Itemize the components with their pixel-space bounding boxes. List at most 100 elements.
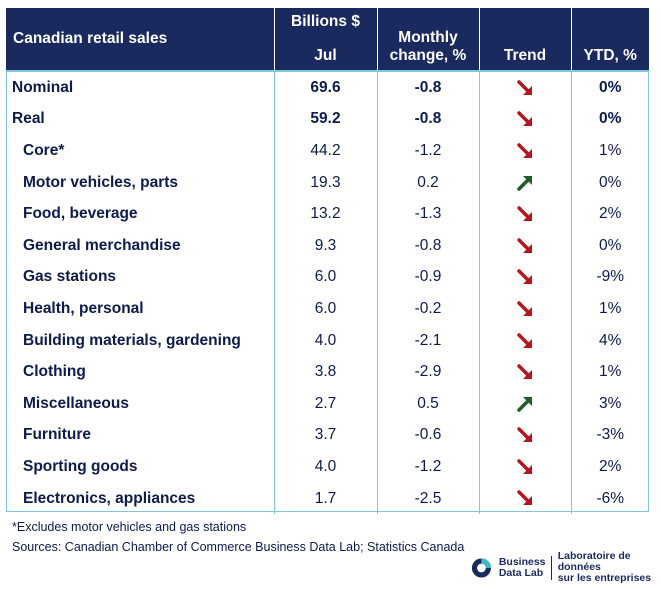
row-monthly-change: -2.5 — [377, 482, 480, 515]
row-billions: 6.0 — [274, 261, 378, 294]
header-trend: Trend — [479, 8, 572, 71]
row-ytd: 2% — [599, 205, 622, 223]
row-billions: 3.7 — [274, 419, 378, 452]
trend-down-arrow-icon — [517, 332, 532, 348]
row-billions: 9.3 — [274, 229, 378, 262]
table-row: Gas stations 6.0 -0.9 -9% — [6, 261, 649, 294]
row-billions: 4.0 — [274, 451, 378, 483]
header-monthly-change: Monthly change, % — [377, 8, 480, 71]
table-row: Building materials, gardening 4.0 -2.1 4% — [6, 324, 649, 357]
notes: *Excludes motor vehicles and gas station… — [12, 517, 464, 557]
row-label: General merchandise — [6, 229, 275, 262]
table-row: Miscellaneous 2.7 0.5 3% — [6, 387, 649, 420]
row-monthly-change: -2.1 — [377, 324, 480, 357]
row-billions: 44.2 — [274, 135, 378, 167]
header-ytd: YTD, % — [571, 8, 649, 71]
row-monthly-change: -0.6 — [377, 419, 480, 452]
row-label: Building materials, gardening — [6, 324, 275, 357]
row-billions: 3.8 — [274, 356, 378, 388]
row-trend — [479, 135, 572, 167]
row-ytd: 2% — [599, 457, 622, 475]
row-billions: 19.3 — [274, 166, 378, 199]
row-trend — [479, 198, 572, 230]
row-label: Electronics, appliances — [6, 482, 275, 515]
row-label: Core* — [6, 135, 275, 167]
trend-down-arrow-icon — [517, 490, 532, 506]
row-billions: 2.7 — [274, 387, 378, 420]
row-label: Food, beverage — [6, 198, 275, 230]
row-label: Nominal — [6, 70, 275, 104]
header-monthly-bottom: change, % — [389, 47, 467, 64]
logo-divider — [550, 555, 552, 580]
row-ytd: -6% — [596, 489, 625, 507]
header-monthly-top: Monthly — [398, 29, 458, 46]
table-row: Real 59.2 -0.8 0% — [6, 103, 649, 136]
row-ytd: -3% — [596, 426, 625, 444]
trend-down-arrow-icon — [517, 364, 532, 380]
logo-text-en: Business Data Lab — [498, 555, 546, 579]
trend-down-arrow-icon — [517, 143, 532, 158]
row-monthly-change: -1.2 — [377, 451, 480, 483]
table-row: Core* 44.2 -1.2 1% — [6, 135, 649, 167]
row-billions: 6.0 — [274, 293, 378, 325]
trend-down-arrow-icon — [517, 206, 532, 222]
row-ytd: -9% — [596, 268, 625, 286]
row-label: Sporting goods — [6, 451, 275, 483]
business-data-lab-logo: Business Data Lab Laboratoire de données… — [471, 551, 661, 584]
sources: Sources: Canadian Chamber of Commerce Bu… — [12, 540, 465, 554]
row-ytd: 0% — [571, 70, 649, 104]
row-trend — [479, 387, 572, 420]
trend-down-arrow-icon — [517, 269, 532, 285]
header-billions: Billions $ Jul — [274, 8, 378, 71]
row-label: Miscellaneous — [6, 387, 275, 420]
row-monthly-change: -0.2 — [377, 293, 480, 325]
row-monthly-change: 0.2 — [377, 166, 480, 199]
row-monthly-change: -1.2 — [377, 135, 480, 167]
row-ytd: 0% — [599, 110, 622, 128]
table-row: Furniture 3.7 -0.6 -3% — [6, 419, 649, 452]
row-label: Furniture — [6, 419, 275, 452]
row-trend — [479, 451, 572, 483]
row-ytd: 0% — [599, 236, 622, 254]
table-row: Food, beverage 13.2 -1.3 2% — [6, 198, 649, 230]
row-monthly-change: -1.3 — [377, 198, 480, 230]
row-label: Clothing — [6, 356, 275, 388]
business-data-lab-logo-icon — [471, 557, 491, 578]
row-monthly-change: 0.5 — [377, 387, 480, 420]
trend-up-arrow-icon — [517, 175, 532, 191]
row-ytd: 1% — [599, 363, 622, 381]
trend-down-arrow-icon — [517, 237, 532, 253]
row-monthly-change: -0.9 — [377, 261, 480, 294]
trend-down-arrow-icon — [517, 301, 532, 316]
footnote: *Excludes motor vehicles and gas station… — [12, 520, 247, 534]
header-billions-bottom: Jul — [314, 47, 337, 64]
logo-text-fr: Laboratoire de données sur les entrepris… — [557, 550, 652, 584]
row-trend — [479, 103, 572, 136]
table-header-row: Canadian retail sales Billions $ Jul Mon… — [6, 8, 649, 71]
row-billions: 59.2 — [274, 103, 378, 136]
row-ytd: 4% — [599, 331, 622, 349]
row-monthly-change: -0.8 — [377, 229, 480, 262]
table-row: General merchandise 9.3 -0.8 0% — [6, 229, 649, 262]
table-row: Nominal 69.6 -0.8 0% — [6, 70, 649, 104]
row-monthly-change: -2.9 — [377, 356, 480, 388]
row-label: Gas stations — [6, 261, 275, 294]
row-trend — [479, 356, 572, 388]
row-ytd: 1% — [599, 141, 622, 159]
row-trend — [479, 324, 572, 357]
row-ytd: 3% — [599, 394, 622, 412]
row-trend — [479, 166, 572, 199]
row-ytd: 0% — [599, 173, 622, 191]
row-ytd: 1% — [599, 299, 622, 317]
table-row: Health, personal 6.0 -0.2 1% — [6, 293, 649, 325]
row-trend — [479, 293, 572, 325]
trend-down-arrow-icon — [517, 111, 532, 127]
retail-sales-table: Canadian retail sales Billions $ Jul Mon… — [6, 8, 649, 515]
table-row: Clothing 3.8 -2.9 1% — [6, 356, 649, 388]
trend-down-arrow-icon — [517, 459, 532, 474]
row-trend — [479, 261, 572, 294]
row-trend — [479, 482, 572, 515]
table-row: Sporting goods 4.0 -1.2 2% — [6, 451, 649, 483]
header-billions-top: Billions $ — [291, 13, 360, 30]
row-monthly-change: -0.8 — [377, 70, 480, 104]
